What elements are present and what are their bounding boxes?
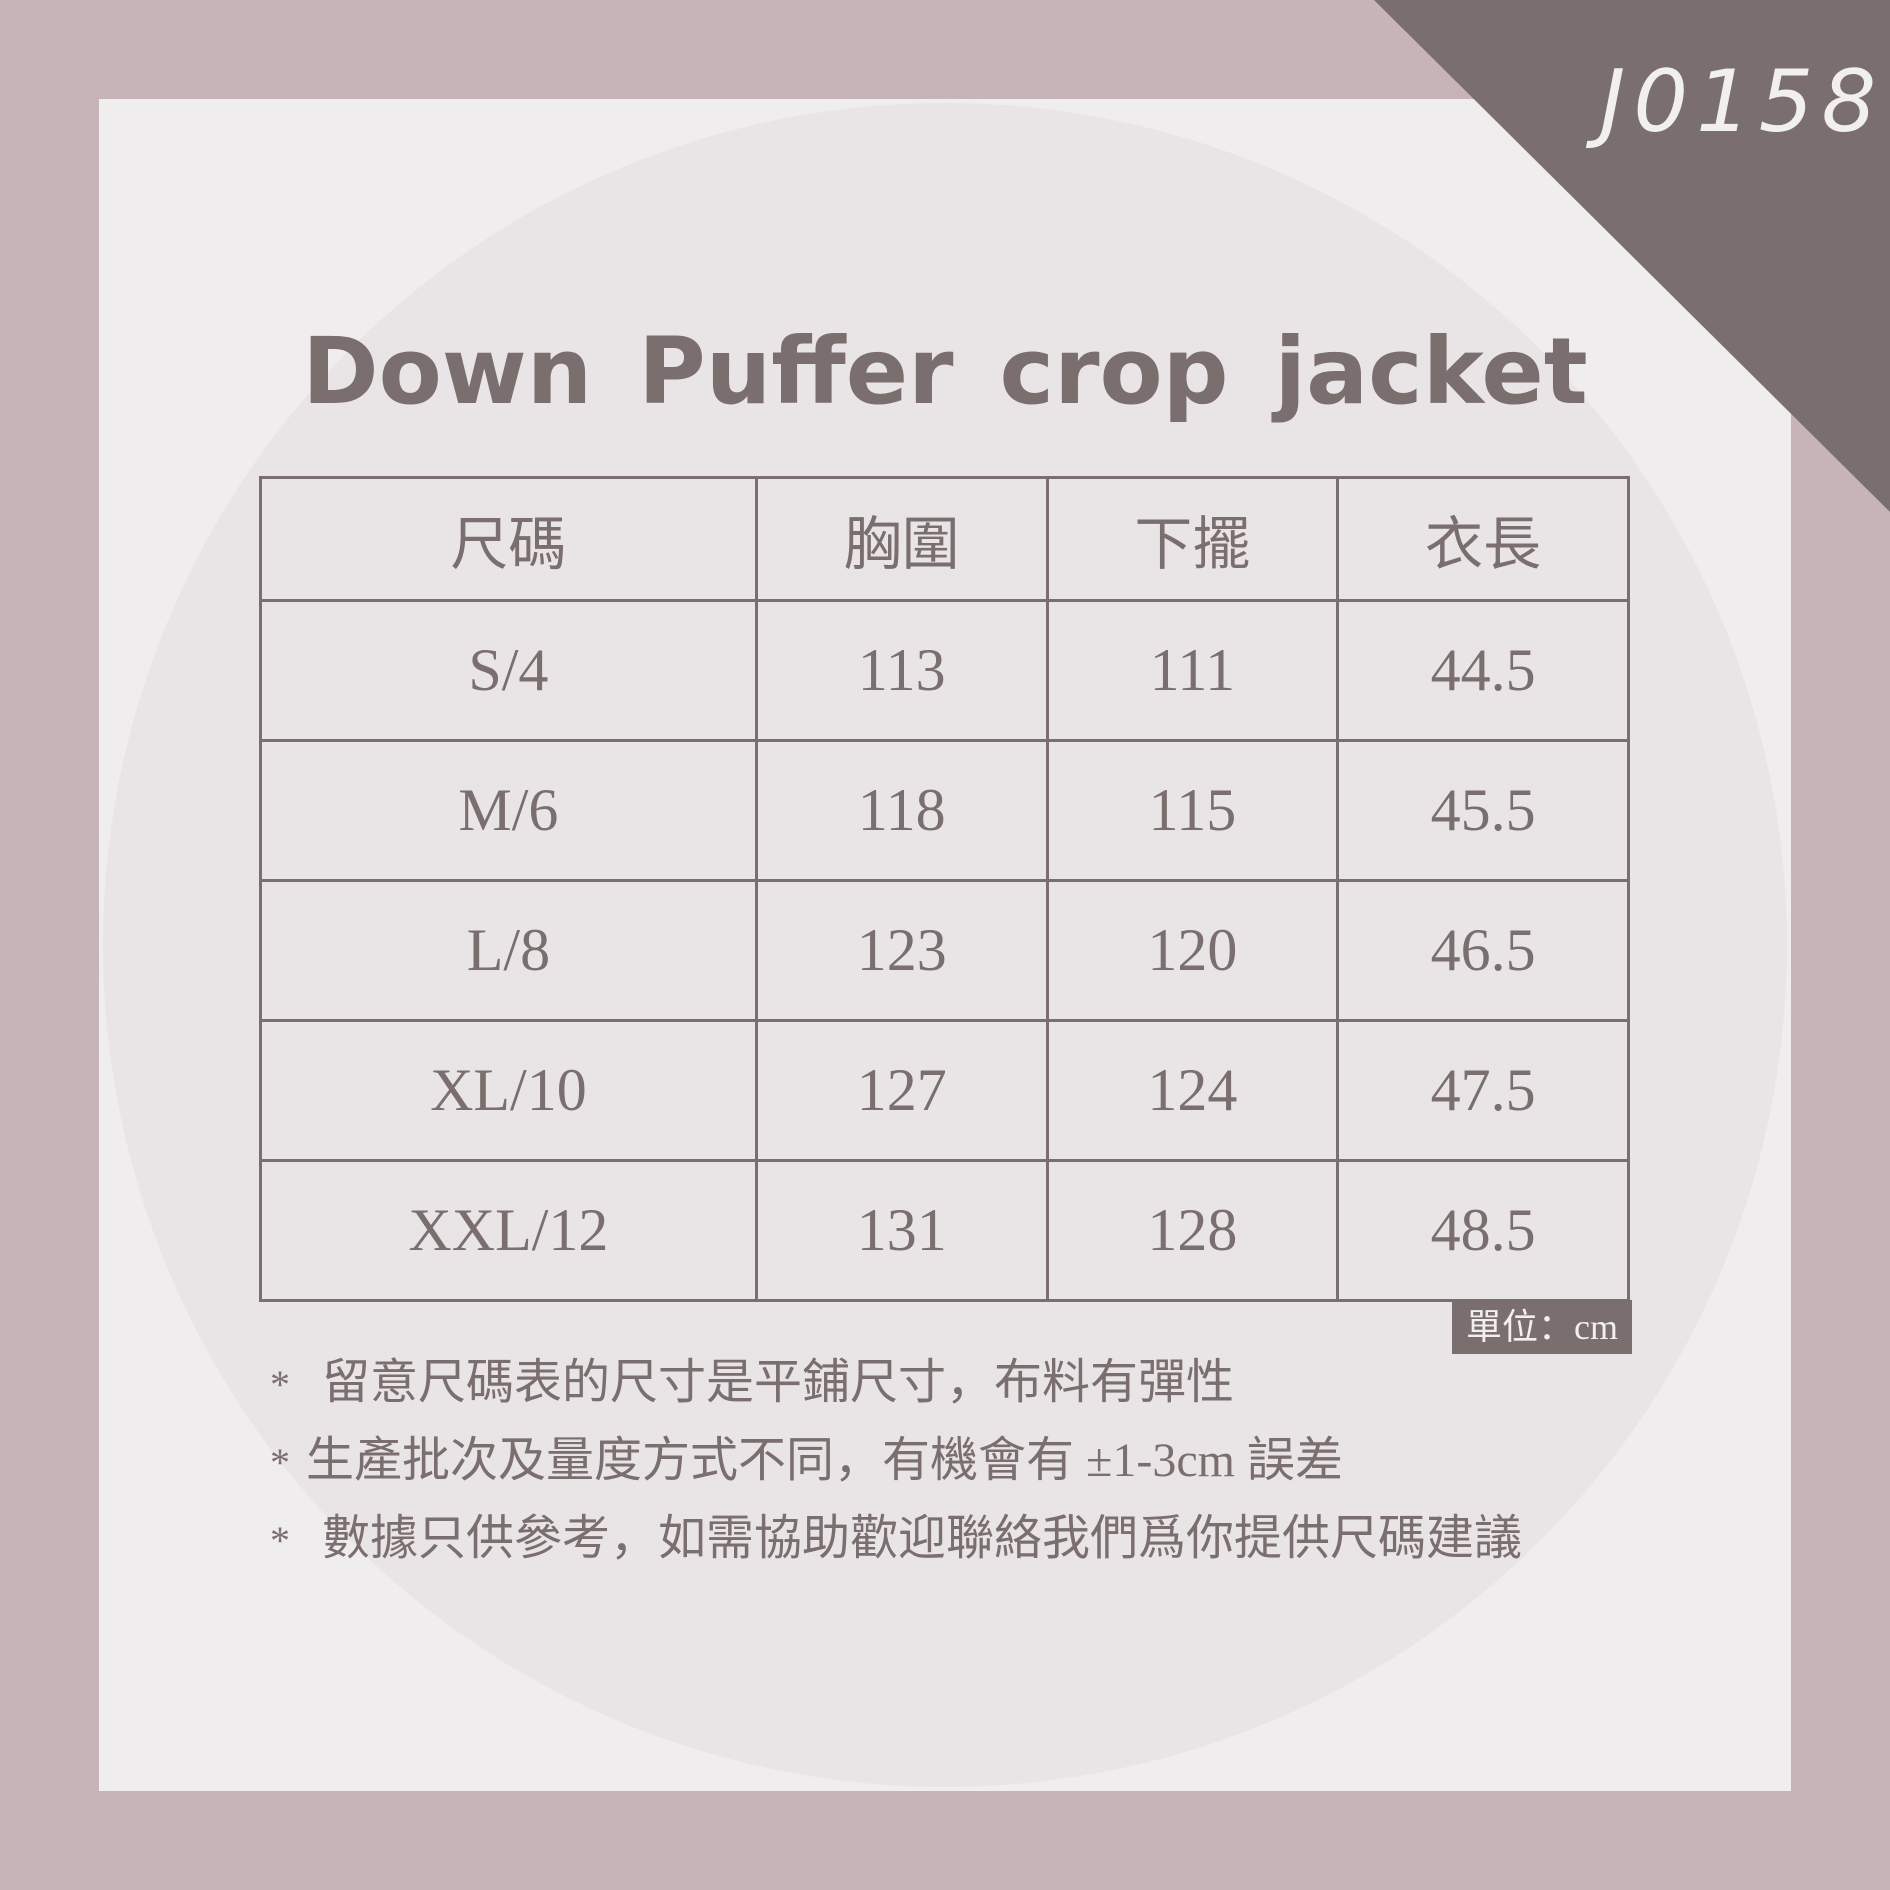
table-row: S/4 113 111 44.5 bbox=[259, 599, 1630, 742]
cell: 123 bbox=[754, 879, 1049, 1022]
table-row: XXL/12 131 128 48.5 bbox=[259, 1159, 1630, 1302]
cell: 44.5 bbox=[1336, 599, 1630, 742]
cell: XL/10 bbox=[259, 1019, 758, 1162]
cell: 48.5 bbox=[1336, 1159, 1630, 1302]
unit-badge: 單位：cm bbox=[1452, 1300, 1632, 1354]
cell: 120 bbox=[1045, 879, 1340, 1022]
cell: 115 bbox=[1045, 739, 1340, 882]
page-title: Down Puffer crop jacket bbox=[302, 318, 1588, 425]
cell: L/8 bbox=[259, 879, 758, 1022]
cell: 111 bbox=[1045, 599, 1340, 742]
table-header-row: 尺碼 胸圍 下擺 衣長 bbox=[259, 476, 1630, 602]
note-text: 生產批次及量度方式不同，有機會有 ±1-3cm 誤差 bbox=[306, 1434, 1343, 1487]
cell: 127 bbox=[754, 1019, 1049, 1162]
cell: 47.5 bbox=[1336, 1019, 1630, 1162]
table-row: M/6 118 115 45.5 bbox=[259, 739, 1630, 882]
note-text: 數據只供參考，如需協助歡迎聯絡我們爲你提供尺碼建議 bbox=[322, 1512, 1523, 1565]
table-row: XL/10 127 124 47.5 bbox=[259, 1019, 1630, 1162]
asterisk-icon: * bbox=[270, 1440, 290, 1485]
cell: 113 bbox=[754, 599, 1049, 742]
header-chest: 胸圍 bbox=[754, 476, 1049, 602]
cell: 124 bbox=[1045, 1019, 1340, 1162]
cell: 118 bbox=[754, 739, 1049, 882]
cell: 128 bbox=[1045, 1159, 1340, 1302]
product-code: J0158 bbox=[1600, 52, 1885, 152]
table-row: L/8 123 120 46.5 bbox=[259, 879, 1630, 1022]
asterisk-icon: * bbox=[270, 1518, 290, 1563]
cell: S/4 bbox=[259, 599, 758, 742]
asterisk-icon: * bbox=[270, 1362, 290, 1407]
cell: XXL/12 bbox=[259, 1159, 758, 1302]
note-item: * 生產批次及量度方式不同，有機會有 ±1-3cm 誤差 bbox=[270, 1420, 1343, 1490]
header-size: 尺碼 bbox=[259, 476, 758, 602]
cell: 131 bbox=[754, 1159, 1049, 1302]
note-item: * 數據只供參考，如需協助歡迎聯絡我們爲你提供尺碼建議 bbox=[270, 1498, 1522, 1568]
note-text: 留意尺碼表的尺寸是平鋪尺寸，布料有彈性 bbox=[322, 1356, 1235, 1409]
size-table: 尺碼 胸圍 下擺 衣長 S/4 113 111 44.5 M/6 118 115 45.5 … bbox=[259, 476, 1630, 1302]
header-hem: 下擺 bbox=[1045, 476, 1340, 602]
cell: M/6 bbox=[259, 739, 758, 882]
note-item: * 留意尺碼表的尺寸是平鋪尺寸，布料有彈性 bbox=[270, 1342, 1234, 1412]
cell: 45.5 bbox=[1336, 739, 1630, 882]
cell: 46.5 bbox=[1336, 879, 1630, 1022]
header-length: 衣長 bbox=[1336, 476, 1630, 602]
